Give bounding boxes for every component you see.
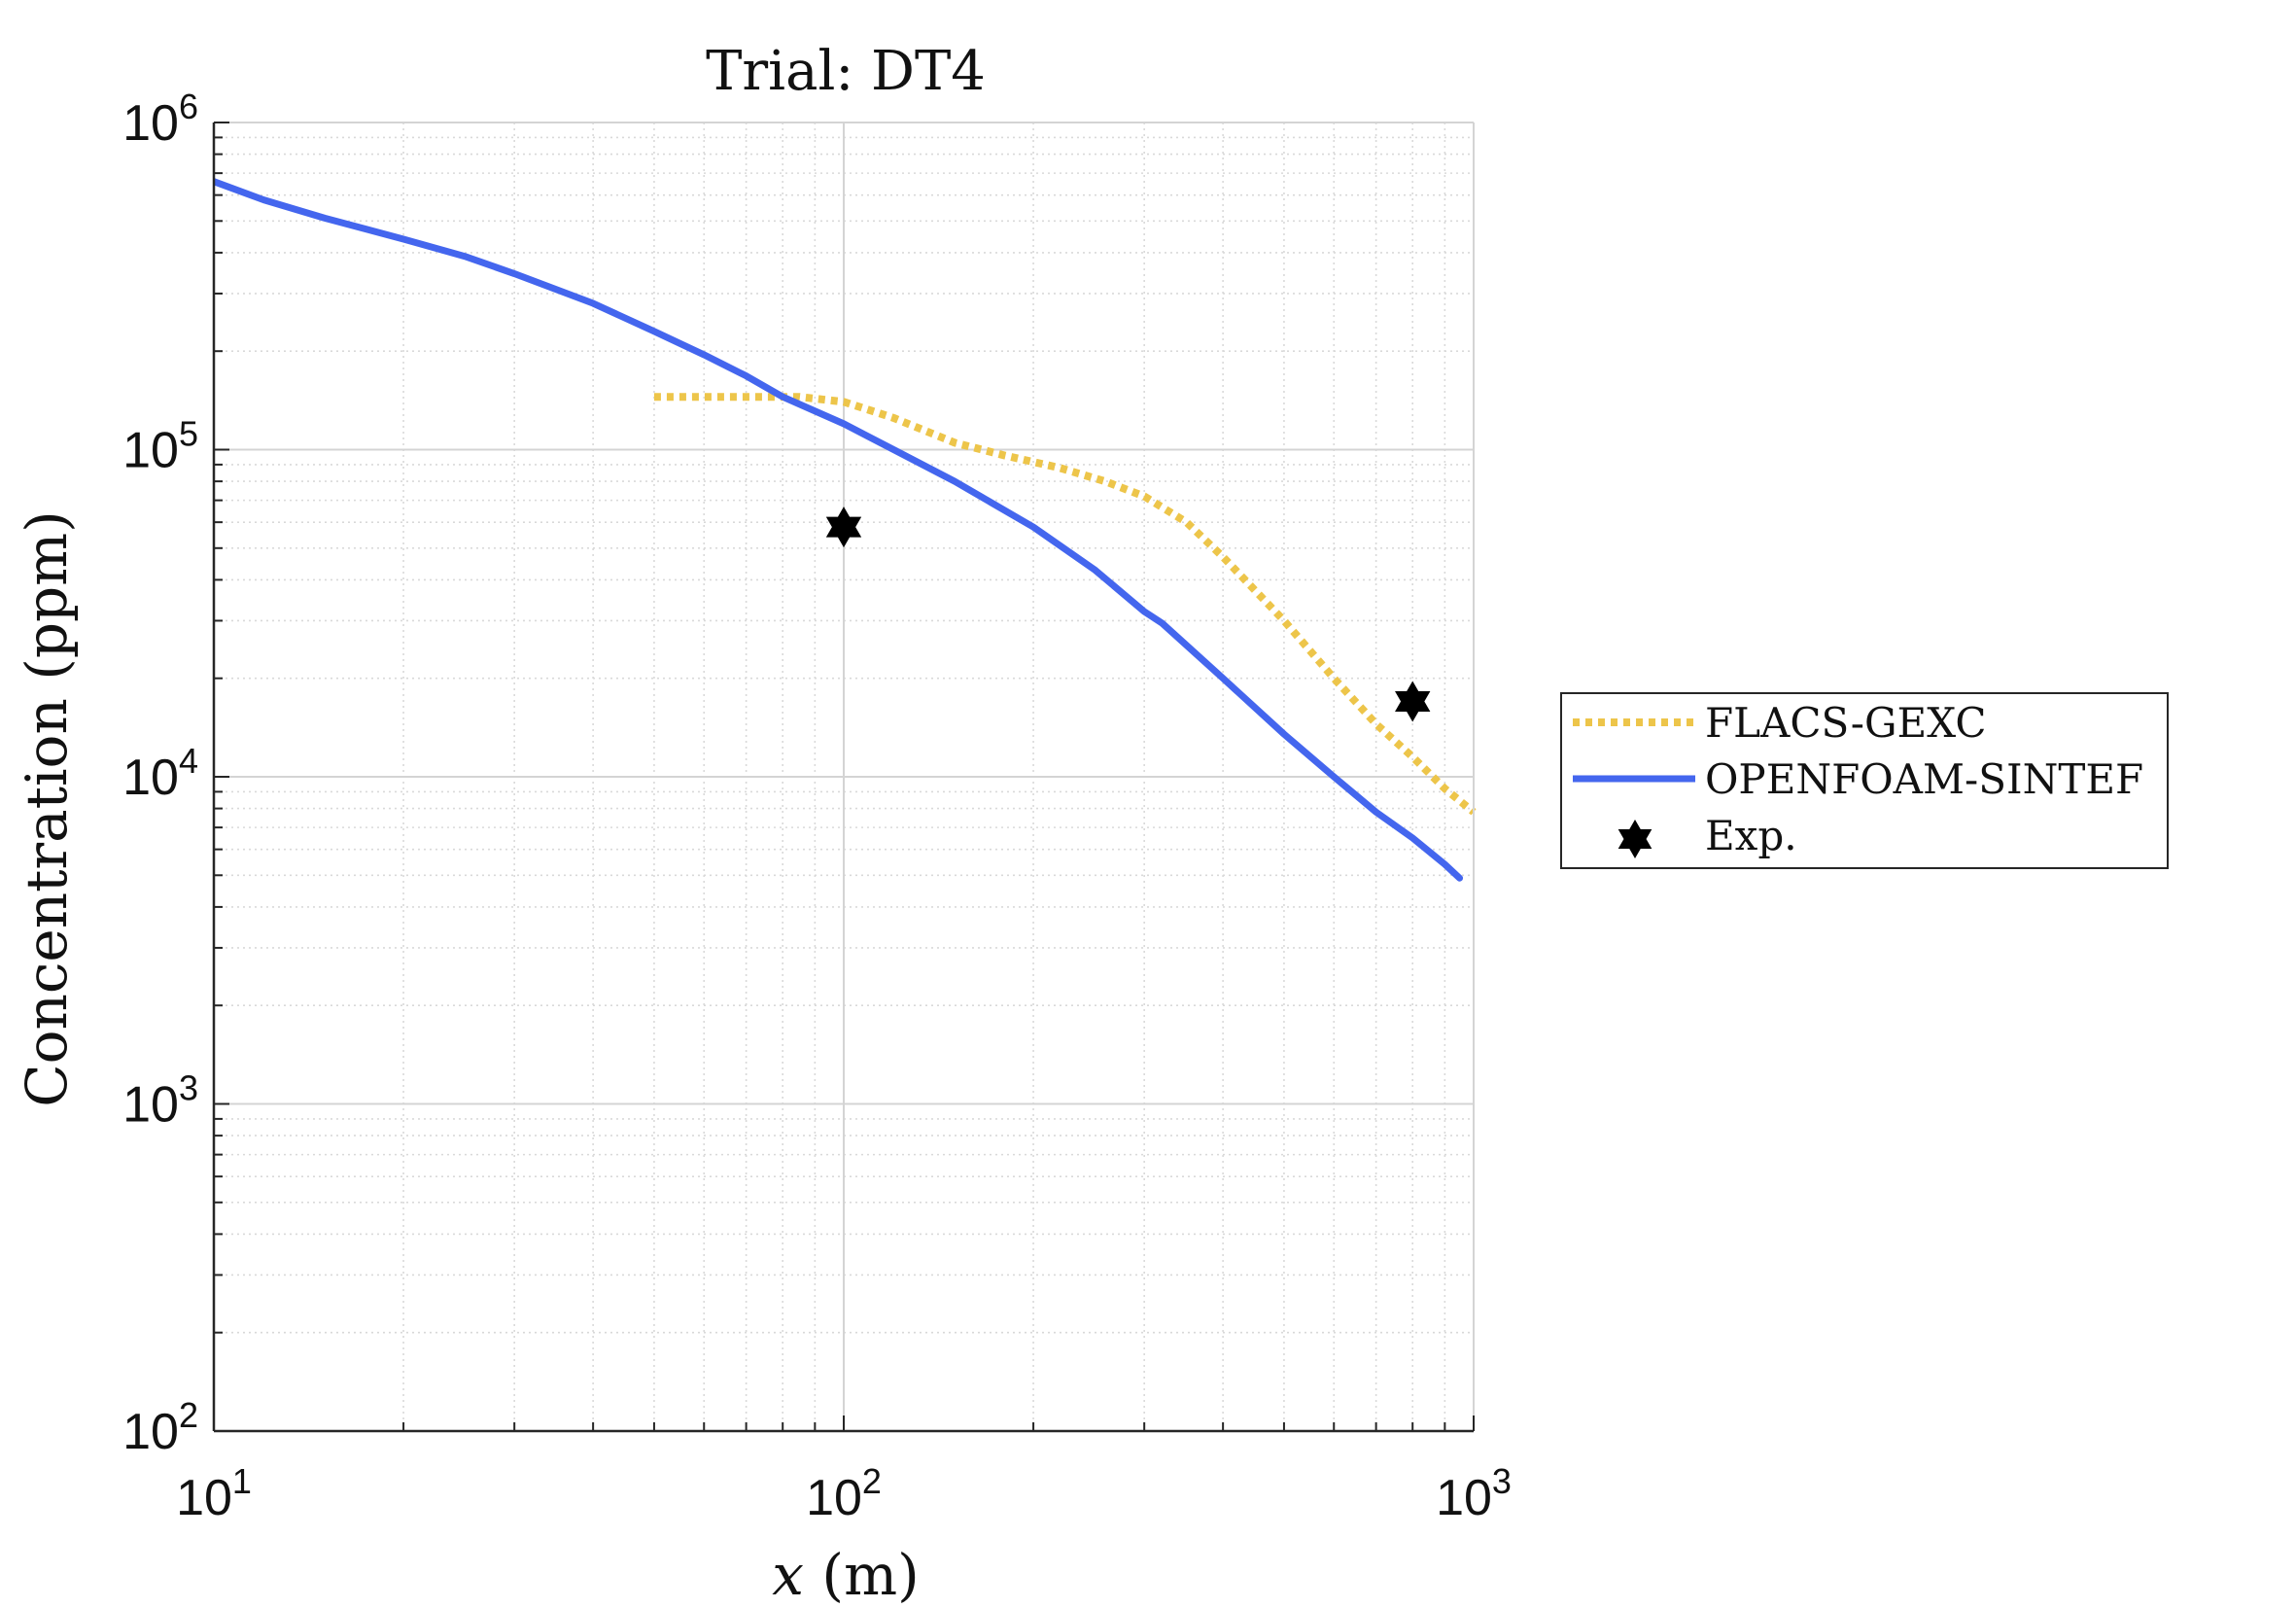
axes	[212, 122, 1475, 1433]
y-tick-label: 106	[122, 87, 198, 152]
x-tick-label: 101	[176, 1461, 252, 1526]
y-tick-label: 102	[122, 1395, 198, 1460]
x-tick-label: 102	[806, 1461, 882, 1526]
legend-label-openfoam-sintef: OPENFOAM-SINTEF	[1705, 755, 2143, 803]
x-axis-variable: x	[772, 1542, 804, 1608]
legend-label-flacs-gexc: FLACS-GEXC	[1705, 699, 1987, 747]
exp-data-point	[1395, 681, 1431, 722]
series-layer	[214, 178, 1477, 882]
y-tick-label: 105	[122, 414, 198, 479]
x-tick-label: 103	[1436, 1461, 1512, 1526]
y-axis-label: Concentration (ppm)	[14, 510, 80, 1107]
exp-data-point	[825, 507, 862, 548]
y-tick-label: 104	[122, 741, 198, 806]
flacs-gexc-line	[653, 393, 1477, 816]
legend-marker-exp-	[1618, 820, 1652, 858]
legend: FLACS-GEXC OPENFOAM-SINTEF Exp.	[1560, 692, 2169, 869]
openfoam-sintef-line	[214, 178, 1464, 882]
x-axis-unit: (m)	[804, 1542, 920, 1608]
x-axis-label: x (m)	[772, 1542, 919, 1608]
legend-label-exp-: Exp.	[1705, 812, 1797, 859]
chart-title: Trial: DT4	[706, 40, 986, 103]
y-tick-label: 103	[122, 1068, 198, 1134]
